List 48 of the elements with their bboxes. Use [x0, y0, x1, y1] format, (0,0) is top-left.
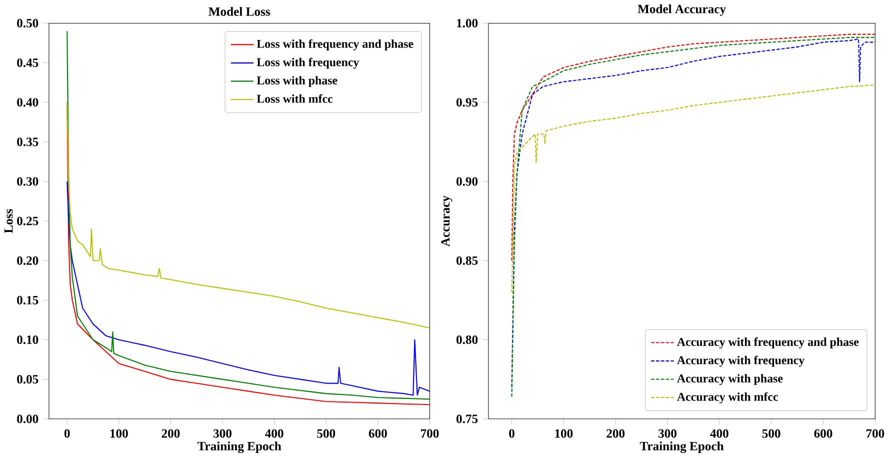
- y-tick-label: 0.05: [17, 375, 38, 384]
- y-tick-label: 0.00: [17, 414, 38, 424]
- x-axis-title: Training Epoch: [197, 442, 282, 454]
- y-tick-label: 0.45: [17, 58, 38, 68]
- x-tick-label: 100: [110, 429, 128, 438]
- x-tick-label: 700: [866, 429, 884, 438]
- x-tick-label: 0: [64, 429, 70, 438]
- y-tick-label: 0.75: [456, 414, 478, 424]
- x-tick-label: 500: [317, 429, 336, 438]
- y-tick-label: 0.90: [456, 177, 478, 186]
- x-tick-label: 300: [214, 429, 232, 438]
- x-tick-label: 200: [606, 429, 625, 438]
- y-tick-label: 0.25: [17, 216, 38, 226]
- x-tick-label: 700: [421, 429, 439, 438]
- x-tick-label: 400: [710, 429, 728, 438]
- legend-label: Accuracy with mfcc: [677, 392, 778, 404]
- legend-label: Accuracy with frequency: [677, 356, 804, 367]
- x-tick-label: 400: [265, 429, 284, 438]
- line-series: [66, 102, 430, 329]
- y-tick-label: 0.40: [17, 98, 38, 107]
- legend-label: Loss with frequency: [256, 58, 360, 69]
- legend-label: Loss with frequency and phase: [256, 40, 414, 51]
- chart-title: Model Accuracy: [638, 4, 726, 16]
- x-tick-label: 0: [509, 429, 514, 438]
- y-tick-label: 0.35: [17, 138, 38, 146]
- chart-title: Model Loss: [208, 7, 270, 16]
- x-tick-label: 100: [555, 429, 573, 438]
- y-tick-label: 0.80: [456, 336, 478, 344]
- y-axis-title: Loss: [4, 209, 13, 234]
- y-tick-label: 0.30: [17, 177, 38, 186]
- x-tick-label: 300: [658, 429, 676, 438]
- y-tick-label: 0.10: [17, 336, 38, 344]
- legend-label: Accuracy with phase: [677, 374, 783, 386]
- y-tick-label: 0.95: [456, 98, 478, 107]
- x-axis-title: Training Epoch: [640, 442, 724, 454]
- y-tick-label: 0.15: [17, 296, 38, 305]
- y-tick-label: 1.00: [457, 19, 478, 28]
- x-tick-label: 600: [814, 429, 832, 438]
- x-tick-label: 600: [368, 429, 387, 438]
- legend-label: Accuracy with frequency and phase: [677, 338, 859, 349]
- y-tick-label: 0.20: [17, 256, 38, 266]
- y-tick-label: 0.85: [456, 256, 478, 266]
- y-tick-label: 0.50: [17, 19, 38, 28]
- x-tick-label: 200: [162, 429, 180, 438]
- x-tick-label: 500: [762, 429, 780, 438]
- y-axis-title: Accuracy: [441, 196, 452, 247]
- legend-label: Loss with mfcc: [256, 94, 333, 103]
- legend-label: Loss with phase: [256, 76, 338, 88]
